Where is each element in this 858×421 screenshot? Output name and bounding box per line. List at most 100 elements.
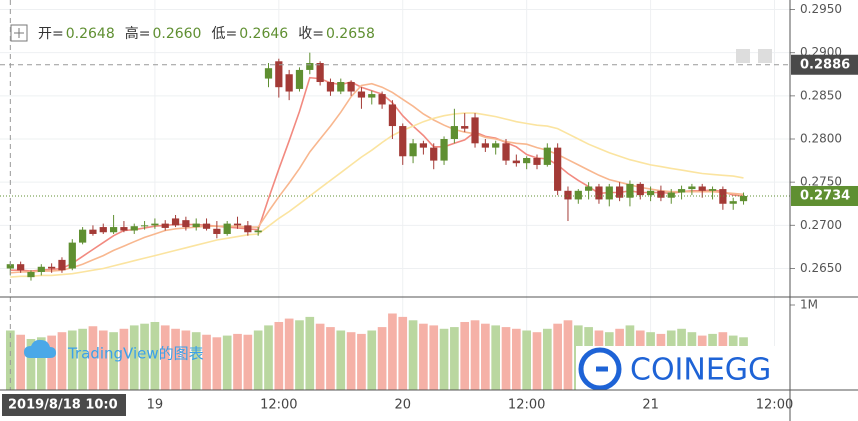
candle-body <box>285 74 293 92</box>
candle-body <box>79 229 87 243</box>
volume-bar <box>563 320 573 390</box>
candle-body <box>368 94 376 98</box>
candle-body <box>419 143 428 148</box>
candle-body <box>171 218 180 226</box>
legend-label: 收= <box>298 26 324 42</box>
candle-body <box>89 229 97 234</box>
volume-bar <box>501 327 511 390</box>
volume-bar <box>346 332 356 390</box>
legend-label: 低= <box>211 26 237 42</box>
candle-body <box>151 223 159 226</box>
candle-body <box>574 190 582 200</box>
candle-body <box>585 186 593 191</box>
volume-bar <box>357 333 366 390</box>
volume-bar <box>264 325 273 390</box>
volume-bar <box>67 330 77 390</box>
toolbar-button[interactable] <box>736 49 750 63</box>
x-tick-label: 19 <box>147 398 164 413</box>
candle-body <box>378 94 386 105</box>
legend-value: 0.2646 <box>239 26 288 42</box>
crosshair-icon[interactable] <box>10 24 28 42</box>
x-tick-label: 12:00 <box>260 398 297 413</box>
candle-body <box>409 143 417 157</box>
candle-body <box>337 82 345 92</box>
volume-bar <box>212 337 222 390</box>
x-tick-label: 12:00 <box>508 398 545 413</box>
volume-bar <box>150 321 160 390</box>
candle-body <box>481 143 489 148</box>
candle-body <box>399 126 407 157</box>
volume-bar <box>181 330 191 390</box>
volume-bar <box>388 313 397 390</box>
watermark-icon <box>24 339 56 358</box>
legend-value: 0.2658 <box>326 26 375 42</box>
volume-bar <box>460 321 470 390</box>
candle-body <box>37 266 45 272</box>
legend-value: 0.2660 <box>152 26 201 42</box>
volume-bar <box>253 330 263 390</box>
volume-bar <box>78 328 87 390</box>
candle-body <box>533 157 541 165</box>
candle-body <box>202 223 211 229</box>
volume-bar <box>553 323 562 390</box>
crosshair-time-label: 2019/8/18 10:0 <box>8 398 118 413</box>
candle-body <box>17 264 25 271</box>
candle-body <box>605 186 613 200</box>
candle-body <box>254 230 262 233</box>
candles <box>6 52 748 281</box>
candle-body <box>450 126 458 140</box>
candle-body <box>440 139 448 161</box>
overlay: TradingView的图表 COINEGG 开= 0.2648 高= 0.2660 低… <box>0 0 790 391</box>
candle-body <box>636 183 644 196</box>
candle-body <box>357 91 366 98</box>
candle-body <box>677 189 686 193</box>
volume-bar <box>481 323 490 390</box>
crosshair-time-box <box>2 394 126 416</box>
volume-bar <box>315 323 325 390</box>
candle-body <box>213 228 221 234</box>
y-tick-label: 0.2800 <box>800 132 842 146</box>
volume-bar <box>377 327 387 390</box>
candle-body <box>99 227 107 233</box>
x-tick-label: 12:00 <box>756 398 793 413</box>
candle-body <box>223 223 231 234</box>
volume-bar <box>439 328 449 390</box>
volume-bar <box>542 328 552 390</box>
volume-bar <box>408 320 418 390</box>
candle-body <box>192 223 200 228</box>
candle-body <box>667 192 675 198</box>
candle-body <box>326 82 335 92</box>
volume-bar <box>491 325 501 390</box>
candle-body <box>130 226 138 231</box>
volume-bar <box>160 325 170 390</box>
volume-bar <box>233 333 242 390</box>
candle-body <box>646 190 655 196</box>
volume-bar <box>16 334 25 390</box>
watermark: TradingView的图表 <box>67 345 204 363</box>
volume-bar <box>26 338 36 390</box>
candle-body <box>140 225 149 227</box>
volume-bar <box>222 335 232 390</box>
candle-body <box>6 264 14 269</box>
toolbar-button[interactable] <box>758 49 772 63</box>
volume-bar <box>305 316 315 390</box>
candle-body <box>657 190 665 198</box>
volume-bar <box>36 337 46 390</box>
candle-body <box>554 147 562 191</box>
x-tick-label: 21 <box>642 398 659 413</box>
candle-body <box>698 186 706 191</box>
candle-body <box>27 271 35 278</box>
candle-body <box>626 183 634 198</box>
candle-body <box>48 266 56 269</box>
volume-bar <box>109 332 118 390</box>
moving-average-line <box>10 112 744 278</box>
candle-body <box>461 126 469 129</box>
crosshair-price-label: 0.2886 <box>800 57 850 72</box>
volume-bar <box>47 335 56 390</box>
candle-body <box>688 186 696 190</box>
volume-bar <box>512 328 521 390</box>
volume-bar <box>532 332 542 390</box>
y-tick-label: 0.2750 <box>800 175 842 189</box>
